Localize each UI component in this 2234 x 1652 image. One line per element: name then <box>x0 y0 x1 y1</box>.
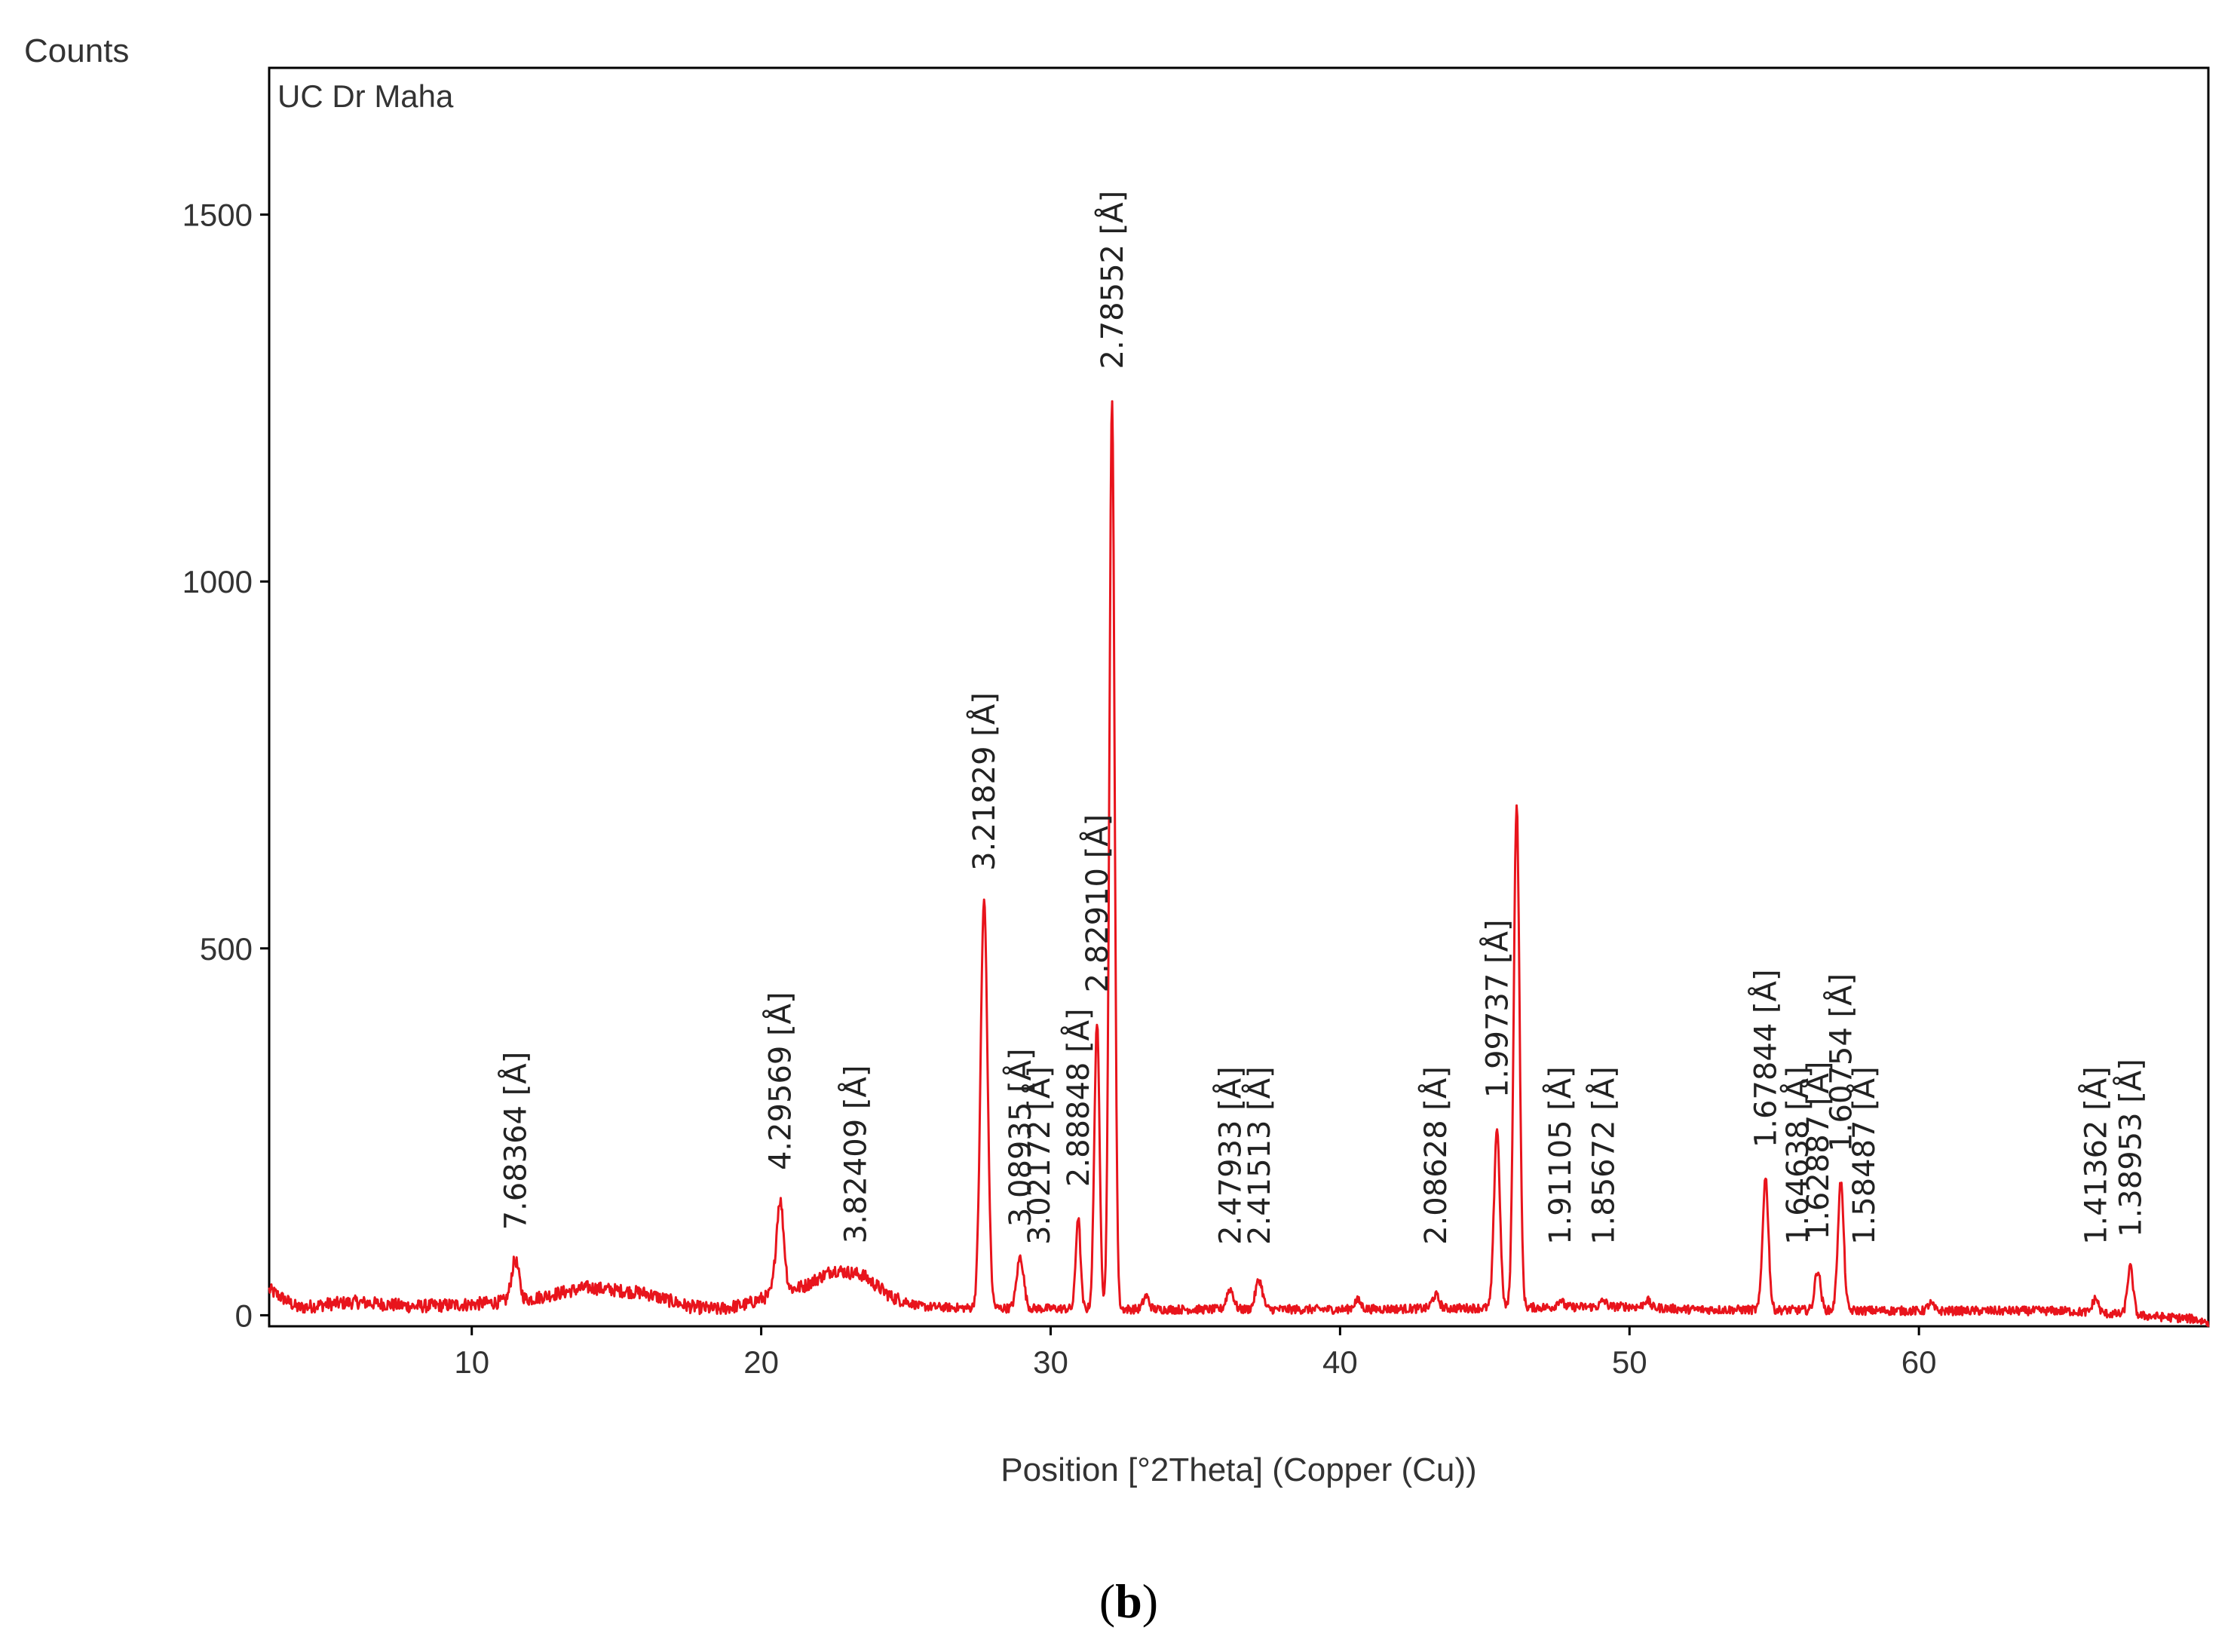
y-axis-label: Counts <box>24 32 129 69</box>
xrd-pattern-line <box>268 400 2210 1327</box>
x-tick-label: 60 <box>1902 1344 1937 1380</box>
peak-label: 3.21829 [Å] <box>966 692 1002 871</box>
plot-frame <box>268 66 2210 1328</box>
peak-label: 3.82409 [Å] <box>837 1065 873 1244</box>
caption-paren-open: ( <box>1099 1574 1115 1628</box>
x-tick-label: 10 <box>454 1344 489 1380</box>
peak-label: 2.08628 [Å] <box>1417 1066 1454 1245</box>
caption-paren-close: ) <box>1142 1574 1158 1628</box>
peak-label: 2.47933 [Å] <box>1212 1066 1248 1245</box>
chart-title: UC Dr Maha <box>277 78 454 114</box>
peak-label: 4.29569 [Å] <box>762 992 798 1170</box>
y-axis: 0 500 1000 1500 <box>182 198 269 1333</box>
peak-label: 1.62887 [Å] <box>1800 1062 1836 1240</box>
peak-label: 2.78552 [Å] <box>1094 191 1130 369</box>
x-tick-label: 30 <box>1033 1344 1068 1380</box>
peak-label: 1.60754 [Å] <box>1823 973 1859 1152</box>
y-tick-label: 500 <box>200 931 253 967</box>
y-tick-label: 0 <box>235 1298 253 1333</box>
peak-label: 1.64638 [Å] <box>1779 1066 1816 1245</box>
peak-label: 1.99737 [Å] <box>1479 919 1515 1098</box>
x-axis: 10 20 30 40 50 60 <box>454 1326 1936 1380</box>
y-tick-label: 1000 <box>182 564 253 599</box>
peak-label: 2.88848 [Å] <box>1060 1008 1096 1187</box>
figure-caption: (b) <box>1099 1574 1158 1628</box>
x-tick-label: 40 <box>1322 1344 1358 1380</box>
peak-label: 1.58487 [Å] <box>1846 1066 1882 1245</box>
x-tick-label: 50 <box>1612 1344 1647 1380</box>
peak-label: 1.38953 [Å] <box>2112 1059 2148 1237</box>
x-axis-label: Position [°2Theta] (Copper (Cu)) <box>1001 1451 1476 1488</box>
peak-label: 7.68364 [Å] <box>497 1052 533 1231</box>
peak-label: 3.08935 [Å] <box>1002 1048 1038 1227</box>
peak-label: 1.67844 [Å] <box>1748 969 1784 1148</box>
y-tick-label: 1500 <box>182 198 253 233</box>
peak-label: 2.41513 [Å] <box>1241 1066 1277 1245</box>
x-tick-label: 20 <box>743 1344 779 1380</box>
caption-letter: b <box>1115 1574 1142 1628</box>
peak-label: 1.41362 [Å] <box>2077 1066 2113 1245</box>
peak-label: 1.85672 [Å] <box>1586 1066 1622 1245</box>
peak-labels: 7.68364 [Å] 4.29569 [Å] 3.82409 [Å] 3.21829… <box>497 191 2148 1245</box>
peak-label: 3.02172 [Å] <box>1021 1066 1057 1245</box>
peak-label: 2.82910 [Å] <box>1079 814 1115 993</box>
series <box>268 400 2210 1327</box>
peak-label: 1.91105 [Å] <box>1542 1066 1578 1245</box>
